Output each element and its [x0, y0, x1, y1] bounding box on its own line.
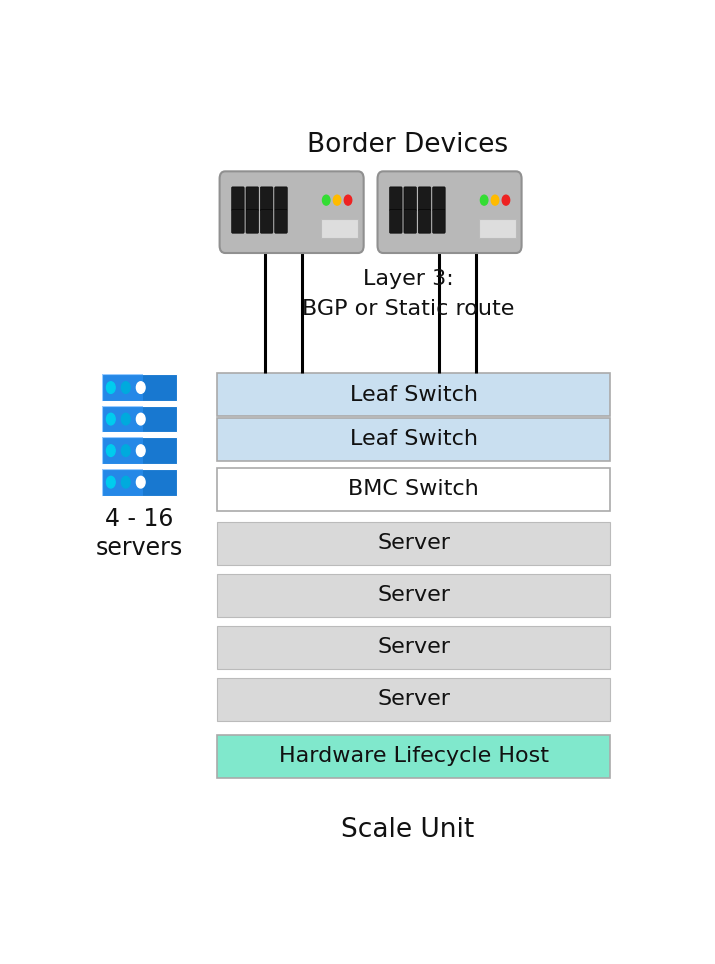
FancyBboxPatch shape [217, 522, 610, 565]
Text: Layer 3:
BGP or Static route: Layer 3: BGP or Static route [302, 269, 514, 319]
Bar [102, 438, 143, 464]
Bar [102, 469, 177, 495]
Circle shape [122, 414, 130, 425]
Text: BMC Switch: BMC Switch [348, 479, 479, 499]
Circle shape [107, 414, 115, 425]
Text: Hardware Lifecycle Host: Hardware Lifecycle Host [279, 746, 548, 766]
FancyBboxPatch shape [418, 209, 431, 233]
FancyBboxPatch shape [217, 735, 610, 778]
FancyBboxPatch shape [390, 187, 402, 210]
Circle shape [137, 444, 145, 456]
Circle shape [502, 195, 510, 205]
FancyBboxPatch shape [433, 209, 445, 233]
FancyBboxPatch shape [378, 172, 521, 253]
FancyBboxPatch shape [217, 574, 610, 617]
Text: 4 - 16
servers: 4 - 16 servers [96, 507, 183, 560]
Circle shape [107, 476, 115, 488]
Bar [321, 219, 358, 237]
Circle shape [491, 195, 499, 205]
Circle shape [322, 195, 330, 205]
FancyBboxPatch shape [220, 172, 364, 253]
FancyBboxPatch shape [246, 187, 259, 210]
Circle shape [122, 382, 130, 393]
Bar [102, 406, 177, 433]
Text: Server: Server [377, 689, 450, 710]
Circle shape [333, 195, 341, 205]
FancyBboxPatch shape [275, 209, 287, 233]
FancyBboxPatch shape [260, 209, 273, 233]
FancyBboxPatch shape [217, 373, 610, 416]
Bar [102, 374, 177, 401]
Bar [102, 406, 143, 433]
Circle shape [122, 476, 130, 488]
Circle shape [345, 195, 352, 205]
FancyBboxPatch shape [390, 209, 402, 233]
Text: Server: Server [377, 585, 450, 605]
FancyBboxPatch shape [418, 187, 431, 210]
FancyBboxPatch shape [433, 187, 445, 210]
Text: Leaf Switch: Leaf Switch [350, 385, 478, 405]
Text: Scale Unit: Scale Unit [341, 817, 475, 843]
FancyBboxPatch shape [260, 187, 273, 210]
Circle shape [480, 195, 488, 205]
Circle shape [107, 382, 115, 393]
FancyBboxPatch shape [232, 209, 245, 233]
FancyBboxPatch shape [217, 678, 610, 721]
Text: Leaf Switch: Leaf Switch [350, 429, 478, 449]
Circle shape [137, 476, 145, 488]
Text: Server: Server [377, 533, 450, 553]
Circle shape [137, 414, 145, 425]
Text: Server: Server [377, 637, 450, 657]
Circle shape [122, 444, 130, 456]
Circle shape [107, 444, 115, 456]
FancyBboxPatch shape [275, 187, 287, 210]
Bar [102, 374, 143, 401]
Bar [479, 219, 516, 237]
FancyBboxPatch shape [232, 187, 245, 210]
Bar [102, 469, 143, 495]
FancyBboxPatch shape [404, 209, 416, 233]
Circle shape [137, 382, 145, 393]
FancyBboxPatch shape [217, 626, 610, 669]
FancyBboxPatch shape [217, 417, 610, 461]
Bar [102, 438, 177, 464]
FancyBboxPatch shape [246, 209, 259, 233]
Text: Border Devices: Border Devices [307, 132, 508, 158]
FancyBboxPatch shape [404, 187, 416, 210]
FancyBboxPatch shape [217, 468, 610, 511]
